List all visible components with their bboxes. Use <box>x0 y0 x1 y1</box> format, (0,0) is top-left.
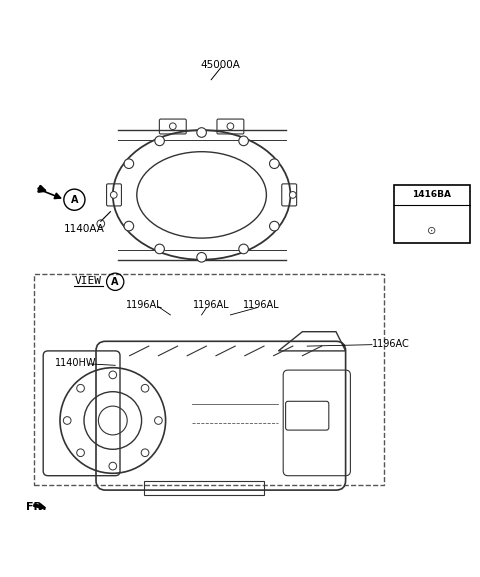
Circle shape <box>141 449 149 456</box>
Text: ⊙: ⊙ <box>427 226 437 236</box>
Text: 1196AL: 1196AL <box>126 300 162 310</box>
Circle shape <box>124 222 133 231</box>
Circle shape <box>289 192 296 198</box>
Text: 45000A: 45000A <box>201 61 241 70</box>
Circle shape <box>109 462 117 470</box>
Circle shape <box>169 123 176 130</box>
Text: 1196AL: 1196AL <box>193 300 229 310</box>
Circle shape <box>155 417 162 424</box>
Circle shape <box>124 159 133 168</box>
Circle shape <box>197 253 206 262</box>
Text: A: A <box>111 277 119 287</box>
Circle shape <box>109 371 117 379</box>
Circle shape <box>239 136 249 145</box>
Circle shape <box>270 222 279 231</box>
Text: A: A <box>71 194 78 205</box>
Circle shape <box>155 136 165 145</box>
Bar <box>34 274 384 485</box>
Circle shape <box>270 159 279 168</box>
Bar <box>394 185 470 243</box>
Circle shape <box>77 449 84 456</box>
Circle shape <box>239 244 249 254</box>
Text: 1196AC: 1196AC <box>372 339 410 349</box>
Text: FR.: FR. <box>26 502 47 512</box>
Text: 1416BA: 1416BA <box>412 190 452 200</box>
Text: 1196AL: 1196AL <box>243 300 280 310</box>
Circle shape <box>155 244 164 254</box>
Circle shape <box>141 384 149 392</box>
Circle shape <box>197 128 206 137</box>
Text: 1140AA: 1140AA <box>63 223 105 234</box>
Circle shape <box>110 192 117 198</box>
Circle shape <box>77 384 84 392</box>
Text: VIEW: VIEW <box>74 276 101 286</box>
Circle shape <box>227 123 234 130</box>
Circle shape <box>63 417 71 424</box>
Text: 1140HW: 1140HW <box>55 358 96 368</box>
